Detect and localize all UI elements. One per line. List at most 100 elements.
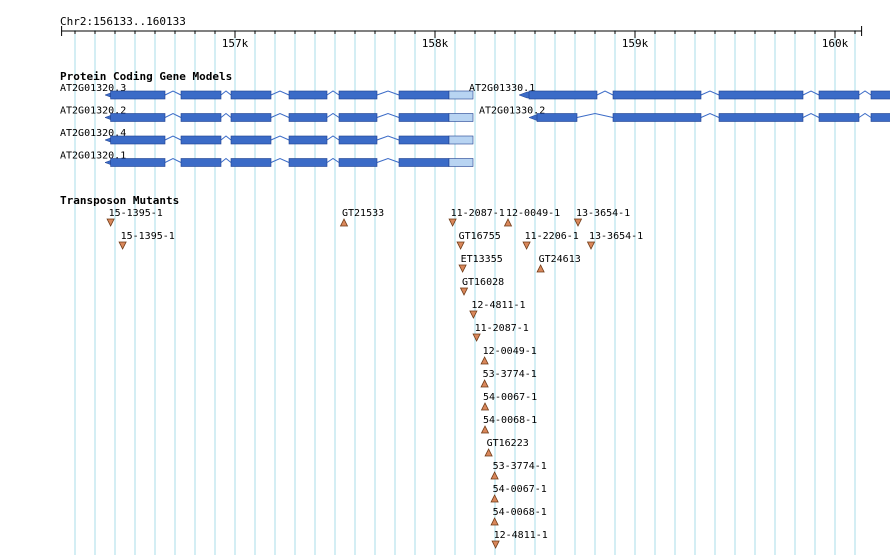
intron	[376, 112, 400, 118]
gene-model-at2g01330-1[interactable]: AT2G01330.1	[469, 83, 890, 100]
exon	[230, 135, 272, 145]
transposon-marker[interactable]: 54-0067-1	[490, 484, 547, 503]
exon	[180, 113, 222, 122]
transposon-marker[interactable]: 13-3654-1	[586, 231, 644, 250]
exon	[398, 113, 450, 122]
gene-model-label: AT2G01320.3	[60, 83, 126, 94]
exon	[338, 158, 378, 167]
intron	[270, 157, 290, 163]
transposon-label: 11-2087-1	[475, 323, 529, 334]
insertion-down-triangle-icon	[456, 241, 465, 250]
insertion-down-triangle-icon	[448, 218, 457, 227]
region-label: Chr2:156133..160133	[60, 15, 186, 28]
insertion-down-triangle-icon	[106, 218, 115, 227]
intron	[326, 90, 340, 96]
gene-model-at2g01320-4[interactable]: AT2G01320.4	[60, 128, 474, 145]
intron	[596, 90, 614, 96]
gene-model-at2g01320-1[interactable]: AT2G01320.1	[60, 151, 474, 167]
exon	[338, 135, 378, 145]
transposon-label: GT24613	[539, 254, 581, 265]
gene-model-at2g01320-3[interactable]: AT2G01320.3	[60, 83, 474, 100]
transposon-marker[interactable]: GT16028	[459, 277, 505, 296]
exon	[536, 113, 578, 122]
transposon-marker[interactable]: 54-0067-1	[480, 392, 538, 411]
insertion-up-triangle-icon	[480, 425, 490, 434]
exon	[110, 113, 166, 122]
insertion-down-triangle-icon	[458, 264, 467, 273]
insertion-up-triangle-icon	[490, 517, 499, 526]
transposon-marker[interactable]: 12-4811-1	[469, 300, 526, 319]
utr-3prime	[448, 90, 474, 100]
transposon-marker[interactable]: 11-2087-1	[472, 323, 529, 342]
transposon-marker[interactable]: GT16223	[484, 438, 529, 457]
transposon-label: 54-0068-1	[493, 507, 547, 518]
transposon-marker[interactable]: 15-1395-1	[118, 231, 175, 250]
insertion-up-triangle-icon	[536, 264, 545, 273]
transposon-marker[interactable]: 15-1395-1	[106, 208, 163, 227]
exon	[288, 158, 328, 167]
insertion-up-triangle-icon	[480, 402, 490, 411]
exon	[288, 113, 328, 122]
insertion-up-triangle-icon	[480, 356, 489, 365]
utr-3prime	[448, 158, 474, 167]
insertion-up-triangle-icon	[490, 494, 499, 503]
transposon-marker[interactable]: 53-3774-1	[490, 461, 547, 480]
transposon-label: ET13355	[461, 254, 503, 265]
transposon-marker[interactable]: 12-0049-1	[503, 208, 561, 227]
transposon-track: Transposon Mutants 15-1395-1 15-1395-1 GT2…	[60, 194, 644, 549]
intron	[326, 135, 340, 141]
intron	[700, 112, 720, 118]
insertion-up-triangle-icon	[484, 448, 493, 457]
transposon-marker[interactable]: GT24613	[536, 254, 581, 273]
intron	[326, 157, 340, 163]
transposon-marker[interactable]: 11-2087-1	[448, 208, 505, 227]
ruler-tick-label: 160k	[822, 37, 849, 50]
transposon-marker[interactable]: GT21533	[339, 208, 385, 227]
transposon-label: 12-0049-1	[483, 346, 537, 357]
intron	[326, 112, 340, 118]
transposon-marker[interactable]: 53-3774-1	[480, 369, 537, 388]
insertion-up-triangle-icon	[339, 218, 349, 227]
transposon-label: 54-0068-1	[483, 415, 537, 426]
transposon-marker[interactable]: GT16755	[456, 231, 501, 250]
insertion-down-triangle-icon	[586, 241, 596, 250]
transposon-marker[interactable]: 13-3654-1	[573, 208, 631, 227]
exon	[180, 135, 222, 145]
transposon-marker[interactable]: ET13355	[458, 254, 503, 273]
transposon-marker[interactable]: 11-2206-1	[522, 231, 579, 250]
intron	[164, 157, 182, 163]
transposon-label: 12-4811-1	[494, 530, 548, 541]
insertion-up-triangle-icon	[490, 471, 499, 480]
transposon-marker[interactable]: 54-0068-1	[490, 507, 547, 526]
exon	[338, 113, 378, 122]
gene-model-label: AT2G01320.2	[60, 106, 126, 117]
exon	[110, 90, 166, 100]
exon	[338, 90, 378, 100]
transposon-label: 53-3774-1	[483, 369, 537, 380]
exon	[718, 113, 804, 122]
intron	[164, 112, 182, 118]
transposon-marker[interactable]: 12-4811-1	[491, 530, 548, 549]
ruler-tick-label: 159k	[622, 37, 649, 50]
exon	[288, 135, 328, 145]
transposon-marker[interactable]: 54-0068-1	[480, 415, 538, 434]
gene-model-at2g01320-2[interactable]: AT2G01320.2	[60, 106, 474, 122]
gene-track: Protein Coding Gene Models AT2G01320.3 AT…	[60, 70, 890, 167]
gene-track-title: Protein Coding Gene Models	[60, 70, 232, 83]
gene-model-at2g01330-2[interactable]: AT2G01330.2	[479, 106, 890, 122]
scale-ruler: Chr2:156133..160133 157k 158k 159k 160k	[60, 15, 863, 50]
exon	[110, 158, 166, 167]
intron	[376, 157, 400, 163]
transposon-label: GT16223	[487, 438, 529, 449]
utr-3prime	[448, 135, 474, 145]
intron	[270, 135, 290, 141]
intron	[220, 90, 232, 96]
exon	[110, 135, 166, 145]
utr-3prime	[448, 113, 474, 122]
transposon-label: 13-3654-1	[576, 208, 630, 219]
transposon-marker[interactable]: 12-0049-1	[480, 346, 537, 365]
transposon-label: GT21533	[342, 208, 384, 219]
gene-model-label: AT2G01330.2	[479, 106, 545, 117]
exon	[398, 158, 450, 167]
